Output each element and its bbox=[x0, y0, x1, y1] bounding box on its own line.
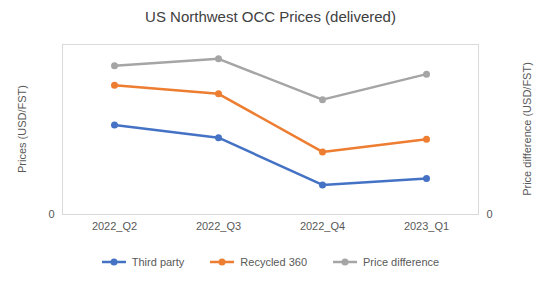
svg-text:2022_Q3: 2022_Q3 bbox=[196, 220, 241, 232]
html-text:Price difference (USD/FST): Price difference (USD/FST) bbox=[520, 62, 533, 196]
html-text:Third party: Third party bbox=[131, 256, 185, 268]
svg-text:0: 0 bbox=[48, 208, 54, 220]
html-text:Recycled 360: Recycled 360 bbox=[240, 256, 307, 268]
svg-text:2022_Q4: 2022_Q4 bbox=[300, 220, 345, 232]
html-text:Price difference: Price difference bbox=[363, 256, 440, 268]
html-text:Prices (USD/FST): Prices (USD/FST) bbox=[16, 85, 28, 173]
svg-text:2022_Q2: 2022_Q2 bbox=[92, 220, 137, 232]
svg-text:2023_Q1: 2023_Q1 bbox=[404, 220, 449, 232]
svg-text:0: 0 bbox=[487, 208, 493, 220]
html-text:US Northwest OCC Prices (deliv: US Northwest OCC Prices (delivered) bbox=[145, 8, 396, 25]
